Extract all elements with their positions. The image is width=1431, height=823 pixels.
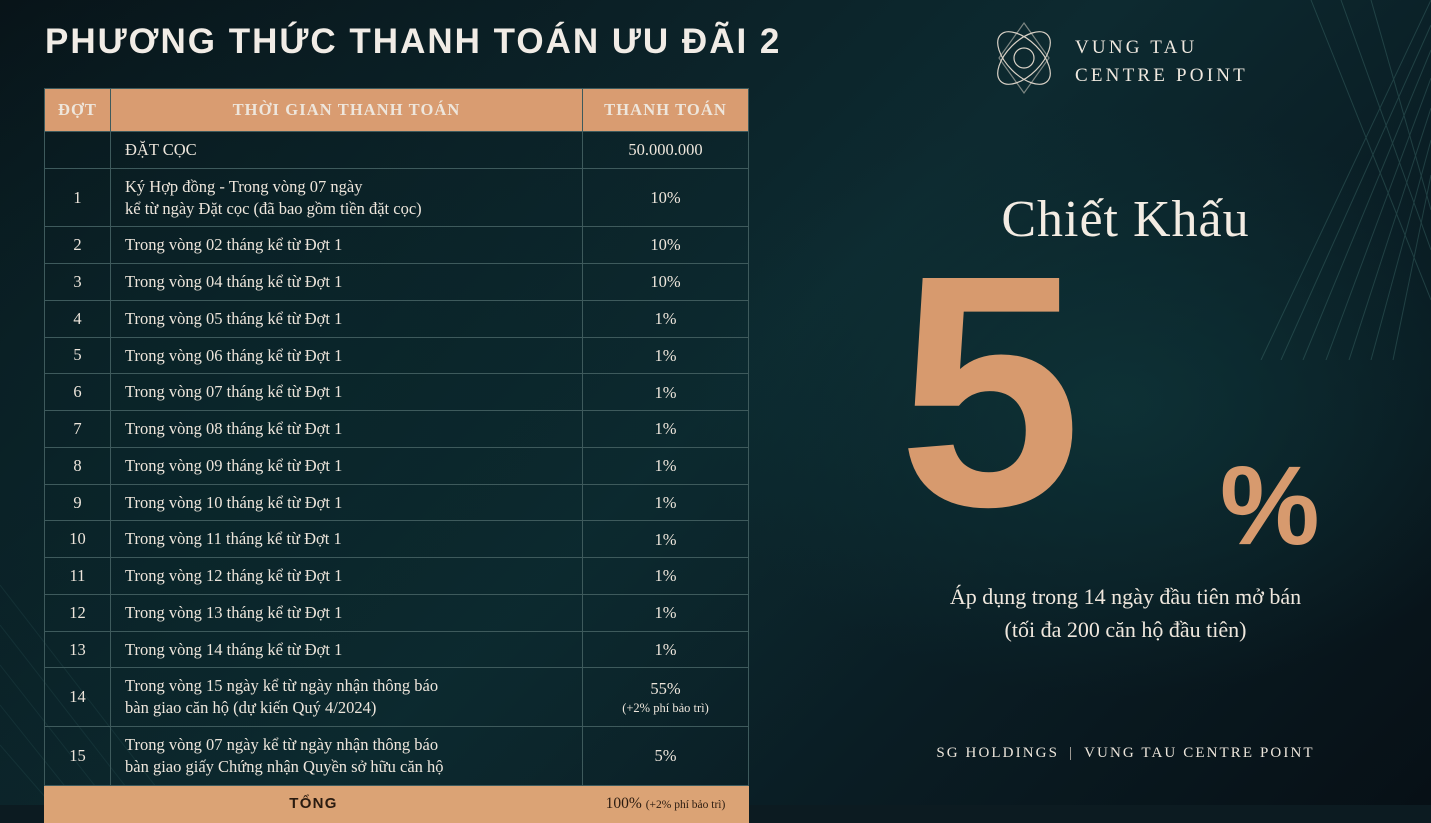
table-row: 15 Trong vòng 07 ngày kể từ ngày nhận thô… xyxy=(44,726,749,786)
logo-line-1: VUNG TAU xyxy=(1075,37,1198,58)
table-total-row: TỔNG 100% (+2% phí bảo trì) xyxy=(44,784,749,823)
row-payment-time: Trong vòng 02 tháng kể từ Đợt 1 xyxy=(110,226,583,265)
table-row: 2 Trong vòng 02 tháng kể từ Đợt 1 10% xyxy=(44,226,749,265)
discount-note: Áp dụng trong 14 ngày đầu tiên mở bán (t… xyxy=(820,580,1431,646)
row-payment-time: Trong vòng 14 tháng kể từ Đợt 1 xyxy=(110,630,583,669)
discount-block: Chiết Khấu 5 % xyxy=(820,190,1431,610)
table-row: 1 Ký Hợp đồng - Trong vòng 07 ngày kể từ n… xyxy=(44,167,749,228)
row-payment-amount: 1% xyxy=(582,593,749,632)
discount-number: 5 xyxy=(898,206,1082,575)
row-installment-no: 15 xyxy=(44,726,111,786)
row-payment-time: Trong vòng 13 tháng kể từ Đợt 1 xyxy=(110,593,583,632)
row-installment-no: 11 xyxy=(44,557,111,595)
row-payment-time: Trong vòng 15 ngày kể từ ngày nhận thông… xyxy=(110,667,583,728)
row-payment-amount: 1% xyxy=(582,373,749,412)
row-payment-amount: 10% xyxy=(582,263,749,301)
row-payment-time: Trong vòng 07 tháng kể từ Đợt 1 xyxy=(110,373,583,412)
row-installment-no xyxy=(44,131,111,169)
row-installment-no: 1 xyxy=(44,167,111,228)
row-installment-no: 3 xyxy=(44,263,111,301)
table-row: 8 Trong vòng 09 tháng kể từ Đợt 1 1% xyxy=(44,446,749,485)
table-row: 13 Trong vòng 14 tháng kể từ Đợt 1 1% xyxy=(44,630,749,669)
row-payment-amount: 1% xyxy=(582,557,749,595)
table-row: 7 Trong vòng 08 tháng kể từ Đợt 1 1% xyxy=(44,410,749,448)
table-row: 3 Trong vòng 04 tháng kể từ Đợt 1 10% xyxy=(44,263,749,301)
discount-note-line-2: (tối đa 200 căn hộ đầu tiên) xyxy=(1004,617,1247,642)
row-payment-time: Trong vòng 10 tháng kể từ Đợt 1 xyxy=(110,483,583,522)
table-row: 6 Trong vòng 07 tháng kể từ Đợt 1 1% xyxy=(44,373,749,412)
discount-heading: Chiết Khấu xyxy=(1001,191,1250,248)
brand-logo: VUNG TAU CENTRE POINT xyxy=(985,18,1405,104)
row-installment-no: 7 xyxy=(44,410,111,448)
footer-project: VUNG TAU CENTRE POINT xyxy=(1084,745,1315,761)
row-payment-amount: 50.000.000 xyxy=(582,131,749,169)
logo-line-2: CENTRE POINT xyxy=(1075,64,1248,86)
row-payment-amount: 10% xyxy=(582,226,749,265)
row-installment-no: 4 xyxy=(44,299,111,338)
logo-diamond-icon xyxy=(997,21,1051,95)
table-row: 12 Trong vòng 13 tháng kể từ Đợt 1 1% xyxy=(44,593,749,632)
row-payment-amount: 1% xyxy=(582,336,749,375)
row-payment-amount: 1% xyxy=(582,630,749,669)
table-row: 4 Trong vòng 05 tháng kể từ Đợt 1 1% xyxy=(44,299,749,338)
row-installment-no: 5 xyxy=(44,336,111,375)
row-installment-no: 2 xyxy=(44,226,111,265)
row-installment-no: 8 xyxy=(44,446,111,485)
right-panel: VUNG TAU CENTRE POINT Chiết Khấu 5 % Áp … xyxy=(820,0,1431,805)
row-payment-time: Trong vòng 04 tháng kể từ Đợt 1 xyxy=(110,263,583,301)
table-row: 9 Trong vòng 10 tháng kể từ Đợt 1 1% xyxy=(44,483,749,522)
table-row: 10 Trong vòng 11 tháng kể từ Đợt 1 1% xyxy=(44,520,749,559)
row-payment-time: Trong vòng 12 tháng kể từ Đợt 1 xyxy=(110,557,583,595)
row-installment-no: 12 xyxy=(44,593,111,632)
row-payment-time: Trong vòng 09 tháng kể từ Đợt 1 xyxy=(110,446,583,485)
table-row: 11 Trong vòng 12 tháng kể từ Đợt 1 1% xyxy=(44,557,749,595)
table-row: ĐẶT CỌC 50.000.000 xyxy=(44,131,749,169)
row-payment-amount: 1% xyxy=(582,520,749,559)
row-payment-time: Trong vòng 07 ngày kể từ ngày nhận thông… xyxy=(110,726,583,786)
table-row: 14 Trong vòng 15 ngày kể từ ngày nhận thô… xyxy=(44,667,749,728)
logo-wordmark: VUNG TAU CENTRE POINT xyxy=(1075,34,1248,89)
row-installment-no: 13 xyxy=(44,630,111,669)
discount-note-line-1: Áp dụng trong 14 ngày đầu tiên mở bán xyxy=(949,584,1302,609)
footer: SG HOLDINGS | VUNG TAU CENTRE POINT xyxy=(820,745,1431,762)
row-payment-time: Trong vòng 11 tháng kể từ Đợt 1 xyxy=(110,520,583,559)
row-installment-no: 9 xyxy=(44,483,111,522)
row-payment-amount: 1% xyxy=(582,410,749,448)
header-dot: ĐỢT xyxy=(44,88,111,132)
table-header-row: ĐỢT THỜI GIAN THANH TOÁN THANH TOÁN xyxy=(44,88,749,132)
payment-schedule-table: ĐỢT THỜI GIAN THANH TOÁN THANH TOÁN ĐẶT … xyxy=(44,88,749,823)
discount-percent-sign: % xyxy=(1220,443,1320,568)
row-payment-amount: 1% xyxy=(582,299,749,338)
header-time: THỜI GIAN THANH TOÁN xyxy=(110,88,583,132)
row-installment-no: 14 xyxy=(44,667,111,728)
header-payment: THANH TOÁN xyxy=(582,88,749,132)
row-payment-time: ĐẶT CỌC xyxy=(110,131,583,169)
row-payment-time: Trong vòng 05 tháng kể từ Đợt 1 xyxy=(110,299,583,338)
row-payment-time: Trong vòng 08 tháng kể từ Đợt 1 xyxy=(110,410,583,448)
row-payment-amount: 1% xyxy=(582,446,749,485)
table-row: 5 Trong vòng 06 tháng kể từ Đợt 1 1% xyxy=(44,336,749,375)
left-panel: PHƯƠNG THỨC THANH TOÁN ƯU ĐÃI 2 ĐỢT THỜI… xyxy=(44,22,782,823)
total-label: TỔNG xyxy=(44,784,583,823)
row-installment-no: 6 xyxy=(44,373,111,412)
row-payment-amount: 55% (+2% phí bảo trì) xyxy=(582,667,749,728)
table-body: ĐẶT CỌC 50.000.000 1 Ký Hợp đồng - Trong vò… xyxy=(44,131,749,786)
row-payment-amount: 5% xyxy=(582,726,749,786)
total-amount: 100% (+2% phí bảo trì) xyxy=(582,784,749,823)
row-payment-amount: 1% xyxy=(582,483,749,522)
total-amount-value: 100% xyxy=(605,794,642,812)
row-payment-time: Ký Hợp đồng - Trong vòng 07 ngày kể từ ng… xyxy=(110,167,583,228)
footer-company: SG HOLDINGS xyxy=(936,745,1060,761)
row-installment-no: 10 xyxy=(44,520,111,559)
row-payment-amount: 10% xyxy=(582,167,749,228)
footer-divider: | xyxy=(1069,745,1075,761)
page-title: PHƯƠNG THỨC THANH TOÁN ƯU ĐÃI 2 xyxy=(45,22,782,61)
row-payment-time: Trong vòng 06 tháng kể từ Đợt 1 xyxy=(110,336,583,375)
decorative-lines-top-right xyxy=(1260,0,1431,360)
